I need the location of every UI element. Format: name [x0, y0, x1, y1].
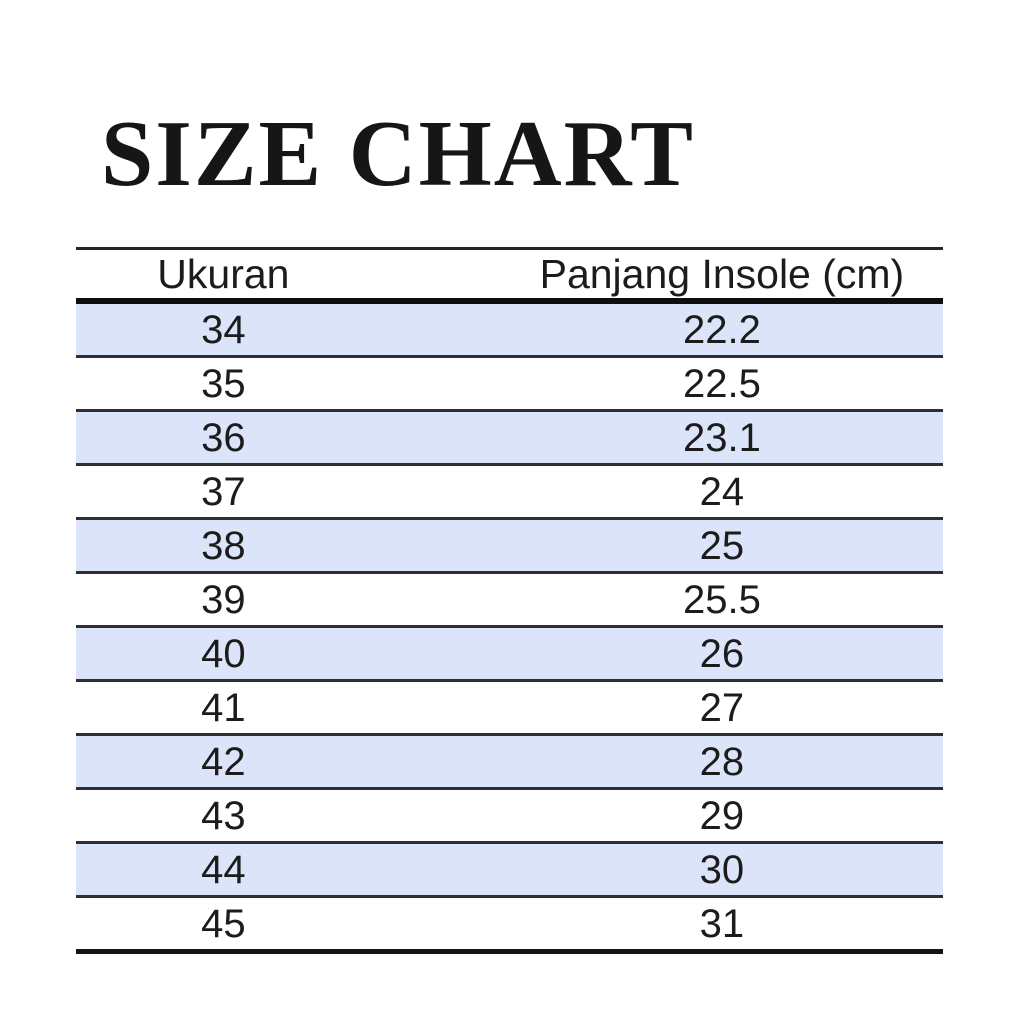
size-cell: 38: [201, 523, 246, 568]
table-row: 39 25.5: [76, 573, 943, 627]
size-cell: 35: [201, 361, 246, 406]
spacer-cell: [371, 789, 501, 843]
table-row: 40 26: [76, 626, 943, 681]
table-row: 38 25: [76, 518, 943, 573]
insole-cell: 27: [699, 685, 745, 730]
insole-cell: 24: [699, 469, 745, 514]
insole-cell: 26: [699, 631, 745, 676]
insole-cell: 22.5: [682, 361, 761, 406]
size-cell: 34: [201, 307, 246, 352]
spacer-cell: [371, 897, 501, 952]
size-cell: 40: [201, 631, 246, 676]
insole-cell: 25.5: [682, 577, 761, 622]
table-row: 35 22.5: [76, 357, 943, 411]
header-size-label: Ukuran: [157, 250, 290, 297]
table-row: 42 28: [76, 734, 943, 789]
insole-cell: 30: [699, 847, 745, 892]
size-cell: 42: [201, 739, 246, 784]
spacer-cell: [371, 843, 501, 897]
spacer-cell: [371, 465, 501, 519]
insole-cell: 23.1: [682, 415, 761, 460]
header-row: Ukuran Panjang Insole (cm): [76, 249, 943, 302]
spacer-cell: [371, 411, 501, 465]
size-cell: 43: [201, 793, 246, 838]
insole-cell: 31: [699, 901, 745, 946]
table-row: 34 22.2: [76, 301, 943, 357]
spacer-cell: [371, 357, 501, 411]
table-row: 41 27: [76, 681, 943, 735]
size-table: Ukuran Panjang Insole (cm) 34 22.2 35 22…: [76, 247, 943, 954]
spacer-cell: [371, 301, 501, 357]
size-cell: 45: [201, 901, 246, 946]
size-cell: 44: [201, 847, 246, 892]
size-cell: 36: [201, 415, 246, 460]
table-row: 44 30: [76, 842, 943, 897]
insole-cell: 25: [699, 523, 745, 568]
size-cell: 39: [201, 577, 246, 622]
spacer-cell: [371, 627, 501, 681]
size-cell: 41: [201, 685, 246, 730]
size-cell: 37: [201, 469, 246, 514]
insole-cell: 22.2: [682, 307, 761, 352]
insole-cell: 29: [699, 793, 745, 838]
page-title: SIZE CHART: [101, 102, 695, 206]
spacer-cell: [371, 735, 501, 789]
table-row: 37 24: [76, 465, 943, 519]
table-row: 45 31: [76, 897, 943, 952]
spacer-cell: [371, 519, 501, 573]
spacer-cell: [371, 681, 501, 735]
header-insole-label: Panjang Insole (cm): [539, 250, 905, 297]
insole-cell: 28: [699, 739, 745, 784]
spacer-cell: [371, 573, 501, 627]
table-row: 43 29: [76, 789, 943, 843]
table-row: 36 23.1: [76, 410, 943, 465]
header-spacer: [371, 249, 501, 302]
